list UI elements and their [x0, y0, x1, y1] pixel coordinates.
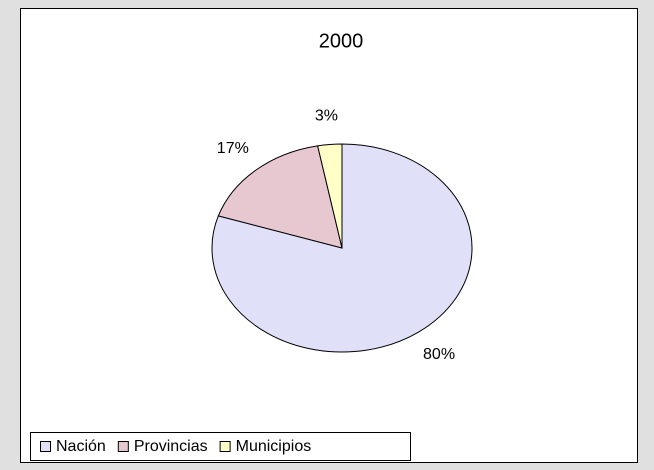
pie-slice: [217, 145, 343, 249]
chart-title: 2000: [319, 30, 364, 52]
legend-label: Provincias: [134, 438, 208, 455]
legend-swatch: [117, 441, 129, 452]
legend-swatch: [219, 441, 231, 452]
data-label: 80%: [423, 346, 455, 363]
legend-label: Nación: [56, 438, 106, 455]
legend-swatch: [40, 441, 51, 452]
data-label: 17%: [217, 140, 249, 157]
legend-label: Municipios: [236, 438, 312, 455]
pie-slice: [317, 143, 343, 249]
data-label: 3%: [315, 108, 338, 125]
